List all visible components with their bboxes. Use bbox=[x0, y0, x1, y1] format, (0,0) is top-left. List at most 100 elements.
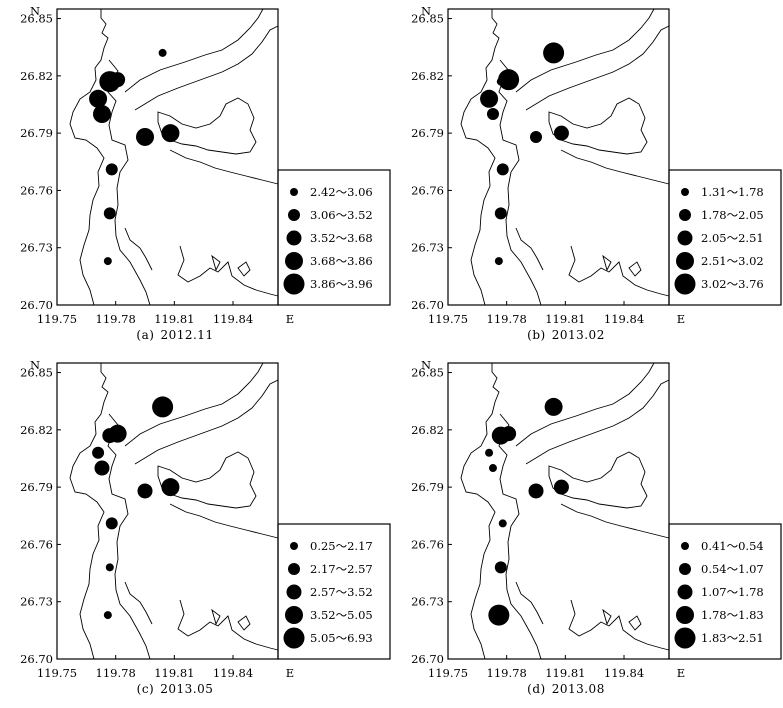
map-panel-a: 26.85 26.82 26.79 26.76 26.73 26.70 119.75 119.… bbox=[0, 0, 392, 354]
station-marker bbox=[491, 426, 510, 445]
legend-label: 1.31～1.78 bbox=[701, 185, 764, 199]
y-tick-label: 26.85 bbox=[20, 366, 53, 380]
legend-label: 0.25～2.17 bbox=[310, 539, 373, 553]
legend-symbol bbox=[285, 606, 303, 624]
legend-label: 3.02～3.76 bbox=[701, 277, 764, 291]
station-marker bbox=[102, 428, 118, 444]
y-tick-label: 26.73 bbox=[20, 595, 53, 609]
legend-symbol bbox=[676, 252, 694, 270]
coastline bbox=[237, 261, 251, 277]
legend-label: 3.68～3.86 bbox=[310, 254, 373, 268]
coastline bbox=[124, 581, 153, 625]
y-axis-letter: N bbox=[421, 4, 431, 18]
coastline bbox=[134, 25, 279, 111]
coastline bbox=[525, 25, 670, 111]
legend-symbol bbox=[681, 188, 689, 196]
map-frame bbox=[56, 8, 279, 306]
station-marker bbox=[161, 124, 180, 143]
legend-label: 1.78～2.05 bbox=[701, 208, 764, 222]
coastline bbox=[211, 254, 221, 272]
y-tick-label: 26.70 bbox=[20, 298, 53, 312]
map-panel-b: 26.85 26.82 26.79 26.76 26.73 26.70 119.75 119.… bbox=[391, 0, 783, 354]
legend-symbol bbox=[676, 606, 694, 624]
station-marker bbox=[92, 446, 105, 459]
station-marker bbox=[161, 478, 180, 497]
map-panel-d: 26.85 26.82 26.79 26.76 26.73 26.70 119.75 119.… bbox=[391, 354, 783, 708]
legend-label: 1.78～1.83 bbox=[701, 608, 764, 622]
coastline bbox=[560, 149, 670, 185]
station-marker bbox=[137, 483, 153, 499]
station-marker bbox=[543, 42, 565, 64]
x-tick-label: 119.81 bbox=[545, 312, 585, 326]
legend-symbol bbox=[283, 627, 305, 649]
x-tick-label: 119.78 bbox=[487, 312, 527, 326]
coastline bbox=[460, 363, 500, 660]
y-tick-label: 26.82 bbox=[411, 423, 444, 437]
y-tick-label: 26.73 bbox=[411, 241, 444, 255]
station-marker bbox=[103, 611, 112, 620]
legend-label: 2.57～3.52 bbox=[310, 585, 373, 599]
caption-date: 2013.08 bbox=[551, 682, 605, 696]
x-tick-label: 119.75 bbox=[37, 312, 77, 326]
y-tick-label: 26.85 bbox=[411, 12, 444, 26]
legend-symbol bbox=[283, 273, 305, 295]
y-tick-label: 26.70 bbox=[411, 298, 444, 312]
legend-label: 2.51～3.02 bbox=[701, 254, 764, 268]
y-tick-label: 26.79 bbox=[20, 126, 53, 140]
coastline bbox=[177, 245, 279, 297]
coastline bbox=[177, 599, 279, 651]
coastline bbox=[69, 363, 109, 660]
coastline bbox=[628, 261, 642, 277]
legend-symbol bbox=[285, 252, 303, 270]
y-tick-label: 26.79 bbox=[20, 480, 53, 494]
station-marker bbox=[158, 48, 167, 57]
coastline bbox=[69, 9, 109, 306]
y-tick-label: 26.79 bbox=[411, 480, 444, 494]
station-marker bbox=[544, 397, 563, 416]
station-marker bbox=[103, 257, 112, 266]
coastline bbox=[460, 9, 500, 306]
caption-date: 2012.11 bbox=[160, 328, 214, 342]
legend-label: 3.06～3.52 bbox=[310, 208, 373, 222]
coastline bbox=[515, 227, 544, 271]
legend-box bbox=[277, 169, 391, 306]
coastline bbox=[515, 8, 655, 93]
station-marker bbox=[494, 257, 503, 266]
y-tick-label: 26.76 bbox=[20, 183, 53, 197]
legend-label: 3.86～3.96 bbox=[310, 277, 373, 291]
legend-label: 1.83～2.51 bbox=[701, 631, 764, 645]
coastline bbox=[124, 8, 264, 93]
station-marker bbox=[105, 517, 118, 530]
legend-symbol bbox=[677, 230, 693, 246]
y-axis-letter: N bbox=[421, 358, 431, 372]
station-marker bbox=[486, 108, 499, 121]
y-tick-label: 26.73 bbox=[411, 595, 444, 609]
panel-caption: (a) 2012.11 bbox=[100, 328, 250, 342]
x-tick-label: 119.81 bbox=[154, 312, 194, 326]
station-marker bbox=[488, 464, 497, 473]
caption-part-label: (d) bbox=[527, 682, 546, 696]
x-tick-label: 119.75 bbox=[37, 666, 77, 680]
station-marker bbox=[105, 563, 114, 572]
coastline bbox=[124, 362, 264, 447]
x-axis-letter: E bbox=[677, 666, 685, 680]
legend-label: 2.05～2.51 bbox=[701, 231, 764, 245]
map-frame bbox=[447, 8, 670, 306]
x-tick-label: 119.84 bbox=[604, 666, 644, 680]
legend-symbol bbox=[679, 209, 691, 221]
station-marker bbox=[530, 130, 543, 143]
station-marker bbox=[498, 519, 507, 528]
station-marker bbox=[152, 396, 174, 418]
x-tick-label: 119.78 bbox=[96, 312, 136, 326]
coastline bbox=[124, 227, 153, 271]
coastline bbox=[525, 379, 670, 465]
y-tick-label: 26.76 bbox=[411, 183, 444, 197]
coastline bbox=[515, 362, 655, 447]
y-tick-label: 26.76 bbox=[20, 537, 53, 551]
x-tick-label: 119.84 bbox=[213, 312, 253, 326]
y-tick-label: 26.82 bbox=[411, 69, 444, 83]
x-tick-label: 119.78 bbox=[487, 666, 527, 680]
